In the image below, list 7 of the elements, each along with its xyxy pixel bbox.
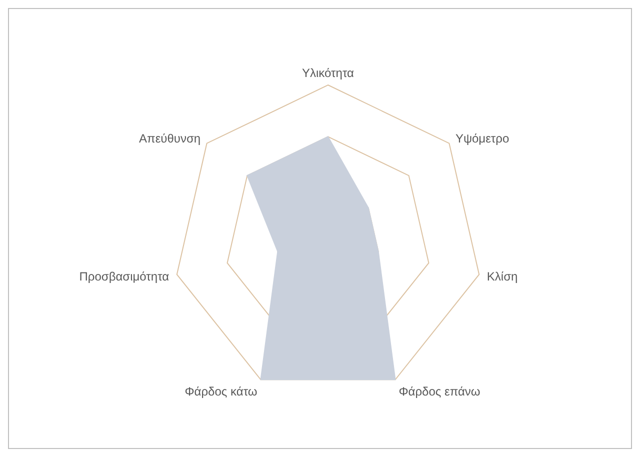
spoke-label: Απεύθυνση	[139, 132, 201, 146]
spoke-label: Φάρδος επάνω	[398, 384, 480, 398]
spoke-label: Υψόμετρο	[455, 132, 510, 146]
spoke-label: Φάρδος κάτω	[184, 384, 258, 398]
spoke-label: Υλικότητα	[302, 66, 354, 80]
spoke-label: Κλίση	[486, 270, 518, 284]
spoke-label: Προσβασιμότητα	[79, 270, 170, 284]
